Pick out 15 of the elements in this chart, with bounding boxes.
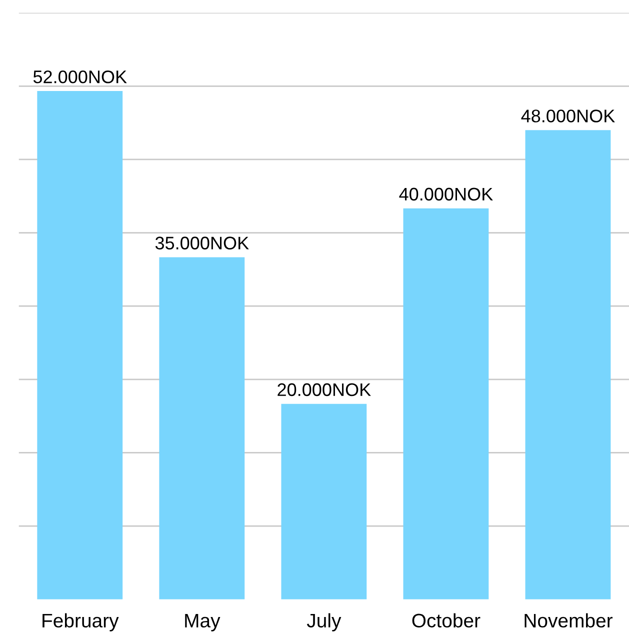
x-tick-label: November bbox=[524, 613, 613, 628]
bar bbox=[159, 257, 245, 600]
bar bbox=[281, 404, 367, 600]
x-tick-label: October bbox=[412, 613, 480, 628]
data-label: 35.000NOK bbox=[155, 236, 249, 250]
x-tick-label: February bbox=[42, 613, 119, 632]
bar bbox=[525, 130, 611, 600]
x-tick-label: May bbox=[185, 614, 220, 632]
bar bbox=[37, 91, 123, 600]
bar bbox=[403, 208, 489, 600]
data-label: 48.000NOK bbox=[521, 110, 615, 122]
data-label: 52.000NOK bbox=[33, 70, 127, 84]
data-label: 40.000NOK bbox=[399, 188, 493, 201]
data-label: 20.000NOK bbox=[278, 383, 371, 396]
x-tick-label: July bbox=[306, 613, 342, 632]
